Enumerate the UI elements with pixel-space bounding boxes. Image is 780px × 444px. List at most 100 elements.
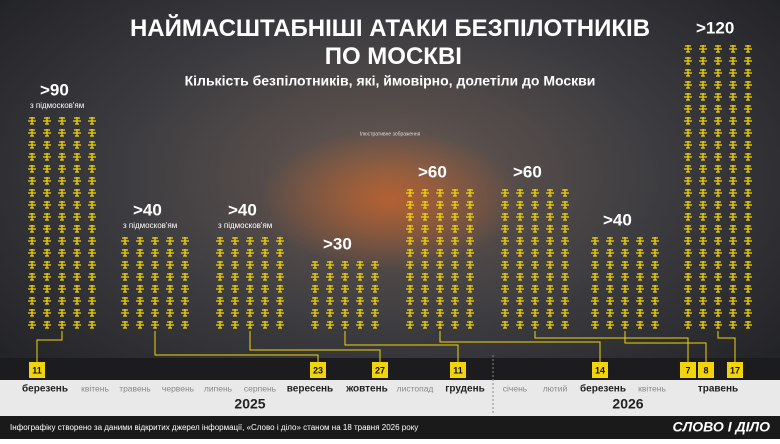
drone-icon	[311, 321, 319, 329]
drone-icon	[421, 297, 429, 305]
drone-icon	[311, 273, 319, 281]
drone-icon	[651, 237, 659, 245]
drone-icon	[73, 141, 81, 149]
drone-icon	[88, 309, 96, 317]
drone-icon	[276, 297, 284, 305]
drone-icon	[88, 237, 96, 245]
drone-icon	[546, 213, 554, 221]
drone-icon	[43, 285, 51, 293]
drone-icon	[121, 309, 129, 317]
month-label: березень	[22, 383, 68, 395]
drone-icon	[651, 261, 659, 269]
drone-icon	[516, 249, 524, 257]
drone-icon	[28, 249, 36, 257]
drone-icon	[88, 129, 96, 137]
drone-icon	[636, 321, 644, 329]
drone-icon	[371, 297, 379, 305]
drone-icon	[261, 261, 269, 269]
drone-icon	[699, 117, 707, 125]
drone-icon	[714, 297, 722, 305]
drone-icon	[421, 261, 429, 269]
timeline-bar	[0, 358, 780, 380]
drone-icon	[73, 129, 81, 137]
drone-icon	[88, 225, 96, 233]
drone-icon	[684, 153, 692, 161]
month-label: травень	[119, 383, 151, 393]
drone-icon	[501, 273, 509, 281]
drone-icon	[181, 249, 189, 257]
drone-icon	[546, 273, 554, 281]
month-label: квітень	[81, 383, 109, 393]
drone-icon	[684, 309, 692, 317]
day-box	[680, 362, 696, 378]
drone-icon	[714, 249, 722, 257]
drone-icon	[88, 201, 96, 209]
drone-icon	[636, 273, 644, 281]
drone-icon	[28, 261, 36, 269]
drone-icon	[451, 189, 459, 197]
drone-icon	[531, 225, 539, 233]
drone-icon	[684, 249, 692, 257]
drone-icon	[166, 309, 174, 317]
drone-icon	[58, 153, 66, 161]
drone-icon	[699, 213, 707, 221]
drone-icon	[58, 285, 66, 293]
day-label: 7	[685, 365, 690, 375]
drone-icon	[341, 321, 349, 329]
drone-icon	[73, 237, 81, 245]
drone-icon	[58, 261, 66, 269]
drone-icon	[326, 261, 334, 269]
drone-icon	[744, 309, 752, 317]
drone-icon	[58, 141, 66, 149]
drone-icon	[729, 117, 737, 125]
drone-icon	[121, 285, 129, 293]
drone-icon	[451, 273, 459, 281]
drone-icon	[699, 45, 707, 53]
drone-icon	[714, 201, 722, 209]
drone-icon	[546, 237, 554, 245]
drone-icon	[466, 297, 474, 305]
drone-icon	[121, 237, 129, 245]
drone-icon	[729, 249, 737, 257]
month-label: листопад	[397, 383, 434, 393]
drone-icon	[88, 153, 96, 161]
drone-icon	[436, 285, 444, 293]
drone-icon	[714, 285, 722, 293]
drone-icon	[684, 177, 692, 185]
drone-icon	[451, 249, 459, 257]
drone-icon	[516, 213, 524, 221]
connector	[439, 331, 601, 362]
drone-icon	[136, 309, 144, 317]
drone-icon	[744, 225, 752, 233]
drone-icon	[729, 237, 737, 245]
drone-icon	[356, 273, 364, 281]
drone-icon	[261, 237, 269, 245]
drone-icon	[231, 237, 239, 245]
drone-icon	[451, 237, 459, 245]
drone-icon	[311, 297, 319, 305]
drone-icon	[561, 309, 569, 317]
drone-icon	[531, 309, 539, 317]
day-label: 14	[595, 365, 605, 375]
drone-icon	[406, 201, 414, 209]
drone-icon	[231, 309, 239, 317]
drone-icon	[88, 321, 96, 329]
drone-icon	[684, 165, 692, 173]
drone-icon	[421, 237, 429, 245]
drone-icon	[421, 273, 429, 281]
month-label: липень	[204, 383, 233, 393]
drone-icon	[729, 93, 737, 101]
drone-icon	[436, 273, 444, 281]
drone-icon	[58, 165, 66, 173]
drone-icon	[531, 201, 539, 209]
drone-icon	[699, 297, 707, 305]
drone-icon	[561, 225, 569, 233]
subtitle: Кількість безпілотників, які, ймовірно, …	[185, 73, 596, 89]
drone-icon	[166, 273, 174, 281]
title: НАЙМАСШТАБНІШІ АТАКИ БЕЗПІЛОТНИКІВ ПО МО…	[130, 14, 650, 70]
drone-icon	[216, 273, 224, 281]
drone-icon	[501, 201, 509, 209]
drone-icon	[744, 81, 752, 89]
drone-icon	[28, 129, 36, 137]
value-note: з підмосков'ям	[30, 101, 84, 110]
